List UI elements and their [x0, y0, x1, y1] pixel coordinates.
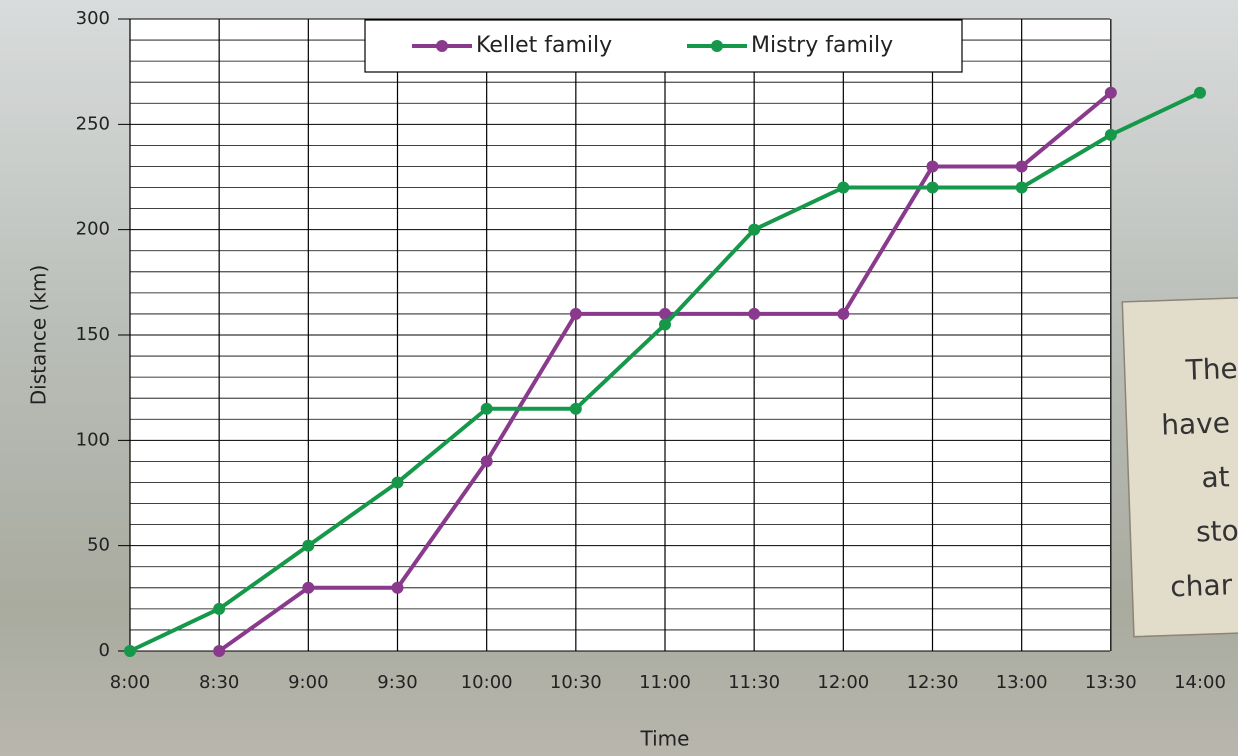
data-point [837, 182, 849, 194]
x-tick-label: 14:00 [1174, 672, 1226, 693]
data-point [1016, 182, 1028, 194]
x-tick-label: 9:00 [288, 672, 328, 693]
data-point [302, 540, 314, 552]
x-tick-label: 10:00 [461, 672, 513, 693]
data-point [481, 455, 493, 467]
note: The have at sto char [1122, 297, 1238, 637]
x-tick-label: 11:30 [728, 672, 780, 693]
data-point [392, 582, 404, 594]
y-tick-label: 200 [76, 219, 110, 240]
x-tick-label: 8:00 [110, 672, 150, 693]
data-point [748, 224, 760, 236]
y-tick-label: 100 [76, 429, 110, 450]
data-point [213, 645, 225, 657]
data-point [392, 476, 404, 488]
note-text: char [1170, 568, 1233, 603]
legend-label: Mistry family [751, 33, 893, 58]
x-tick-label: 10:30 [550, 672, 602, 693]
data-point [1105, 129, 1117, 141]
x-tick-label: 12:00 [817, 672, 869, 693]
data-point [213, 603, 225, 615]
note-text: have [1161, 406, 1231, 441]
data-point [124, 645, 136, 657]
y-tick-label: 0 [99, 640, 110, 661]
x-tick-label: 12:30 [907, 672, 959, 693]
data-point [927, 160, 939, 172]
y-tick-label: 150 [76, 324, 110, 345]
legend-marker [711, 40, 723, 52]
y-tick-label: 250 [76, 113, 110, 134]
note-text: The [1184, 352, 1238, 387]
legend-marker [436, 40, 448, 52]
x-tick-label: 11:00 [639, 672, 691, 693]
legend: Kellet family Mistry family [365, 20, 962, 72]
note-text: at [1201, 460, 1230, 494]
data-point [481, 403, 493, 415]
data-point [570, 403, 582, 415]
note-text: sto [1195, 514, 1238, 548]
data-point [302, 582, 314, 594]
data-point [1194, 87, 1206, 99]
data-point [570, 308, 582, 320]
data-point [837, 308, 849, 320]
x-tick-label: 13:30 [1085, 672, 1137, 693]
y-tick-label: 50 [87, 535, 110, 556]
data-point [659, 318, 671, 330]
data-point [1105, 87, 1117, 99]
data-point [748, 308, 760, 320]
y-axis-label: Distance (km) [27, 265, 51, 405]
x-axis-label: Time [640, 727, 690, 751]
x-tick-label: 8:30 [199, 672, 239, 693]
legend-label: Kellet family [476, 33, 612, 58]
chart: The have at sto char Distance (km) Time 0 50 1… [0, 0, 1238, 756]
x-tick-label: 13:00 [996, 672, 1048, 693]
data-point [1016, 160, 1028, 172]
y-tick-label: 300 [76, 8, 110, 29]
x-tick-label: 9:30 [377, 672, 417, 693]
data-point [927, 182, 939, 194]
